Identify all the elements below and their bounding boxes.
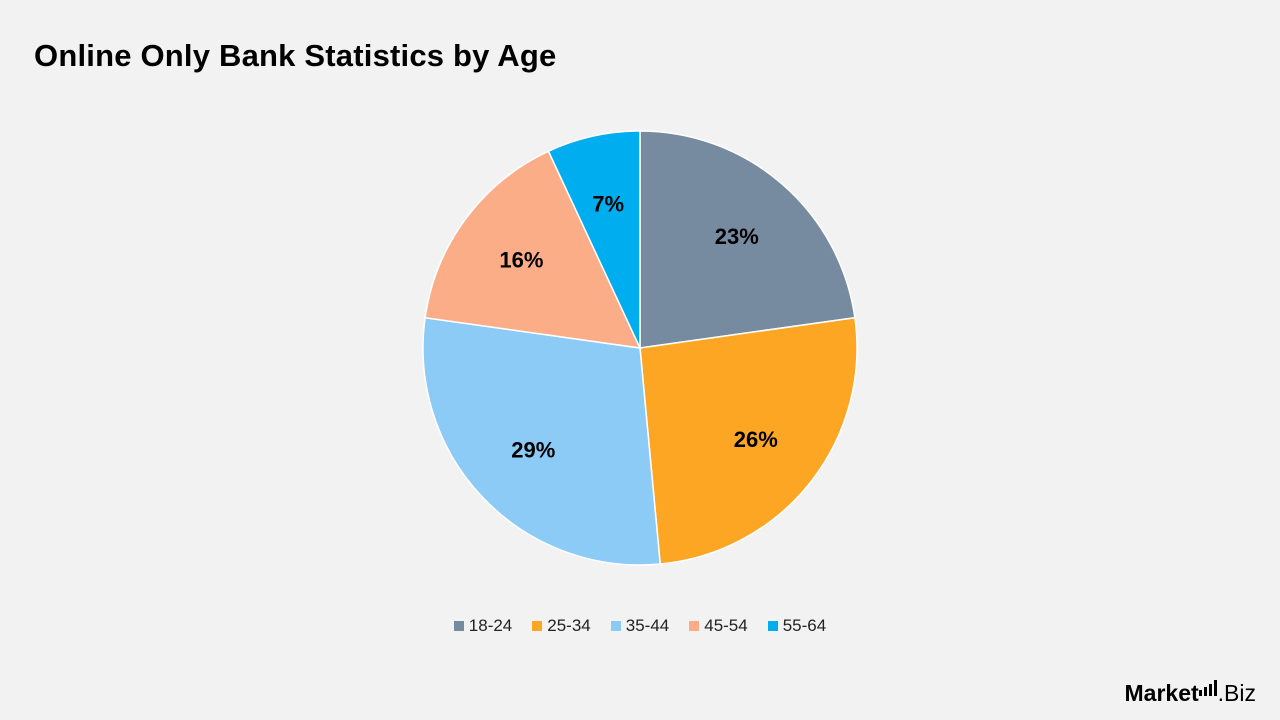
legend-item-45-54: 45-54 <box>689 616 748 636</box>
legend-label: 35-44 <box>625 616 670 635</box>
slice-label-35-44: 29% <box>511 437 555 462</box>
legend-swatch <box>689 621 700 631</box>
pie-slices <box>422 130 858 566</box>
slice-label-18-24: 23% <box>715 224 759 249</box>
legend-swatch <box>610 621 621 631</box>
slice-label-45-54: 16% <box>499 248 543 273</box>
brand-name-strong: Market <box>1124 680 1199 706</box>
pie-slice-18-24 <box>639 130 856 349</box>
legend-item-18-24: 18-24 <box>453 616 513 636</box>
legend-item-55-64: 55-64 <box>767 616 827 636</box>
signal-bars-icon <box>1198 680 1217 696</box>
legend-label: 45-54 <box>704 616 748 635</box>
legend-swatch <box>532 621 543 631</box>
legend-label: 25-34 <box>547 616 591 635</box>
legend-swatch <box>453 621 464 631</box>
slice-label-55-64: 7% <box>592 191 624 216</box>
pie-labels: 23% 26% 29% 16% 7% <box>499 191 777 462</box>
legend-item-35-44: 35-44 <box>610 616 670 636</box>
legend: 18-24 25-34 35-44 45-54 55-64 <box>0 616 1280 636</box>
legend-label: 18-24 <box>468 616 513 635</box>
pie-slice-45-54 <box>424 150 642 349</box>
pie-slice-35-44 <box>422 316 662 566</box>
chart-title: Online Only Bank Statistics by Age <box>34 38 557 73</box>
pie-slice-25-34 <box>639 316 858 565</box>
brand-logo: Market .Biz <box>1124 680 1256 706</box>
legend-label: 55-64 <box>782 616 827 635</box>
legend-swatch <box>767 621 778 631</box>
legend-item-25-34: 25-34 <box>532 616 591 636</box>
slice-label-25-34: 26% <box>734 427 778 452</box>
pie-slice-55-64 <box>547 130 641 349</box>
brand-name-light: .Biz <box>1217 680 1256 706</box>
